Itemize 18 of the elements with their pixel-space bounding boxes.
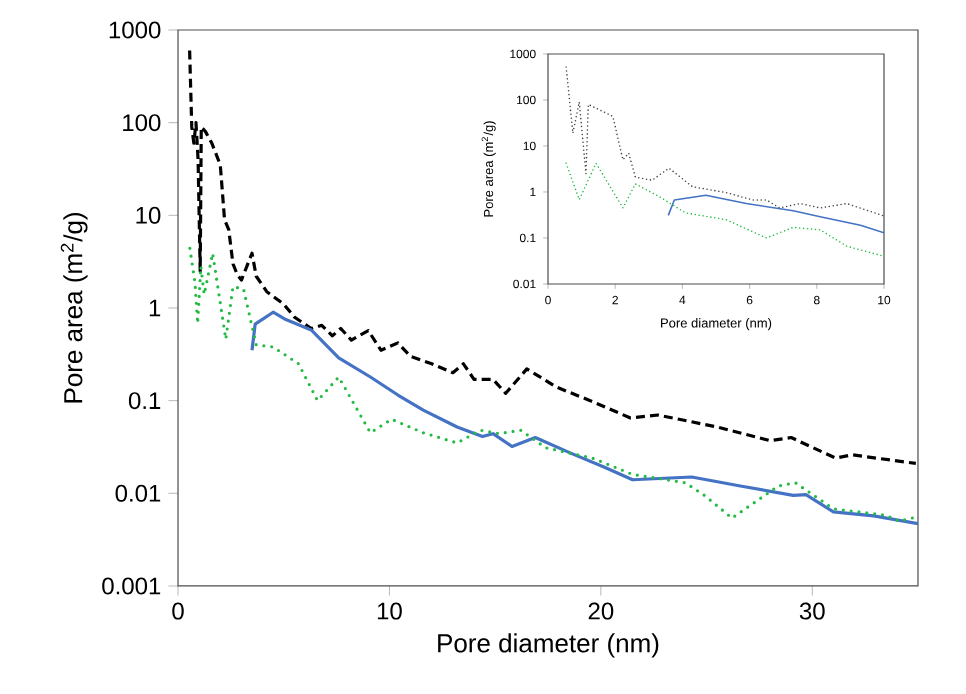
x-axis-title: Pore diameter (nm) (438, 633, 659, 658)
line-series (667, 194, 884, 234)
y-tick-label: 0.1 (128, 392, 161, 410)
y-tick-label: 1 (149, 299, 161, 317)
y-tick-label: 1000 (109, 21, 161, 39)
y-tick-label: 0.001 (102, 577, 161, 595)
line-series (188, 48, 918, 466)
x-tick-label: 20 (588, 602, 614, 620)
x-tick-label: 30 (799, 602, 825, 620)
line-series (188, 246, 918, 523)
y-axis-title: Pore area (m$^{2}$/g) (60, 212, 88, 403)
line-series (565, 162, 884, 258)
x-tick-label: 10 (377, 602, 402, 620)
y-tick-label: 10 (136, 206, 161, 224)
y-tick-label: 100 (123, 114, 161, 132)
x-tick-label: 0 (172, 602, 184, 620)
y-tick-label: 0.01 (115, 484, 161, 502)
line-series (250, 310, 918, 526)
